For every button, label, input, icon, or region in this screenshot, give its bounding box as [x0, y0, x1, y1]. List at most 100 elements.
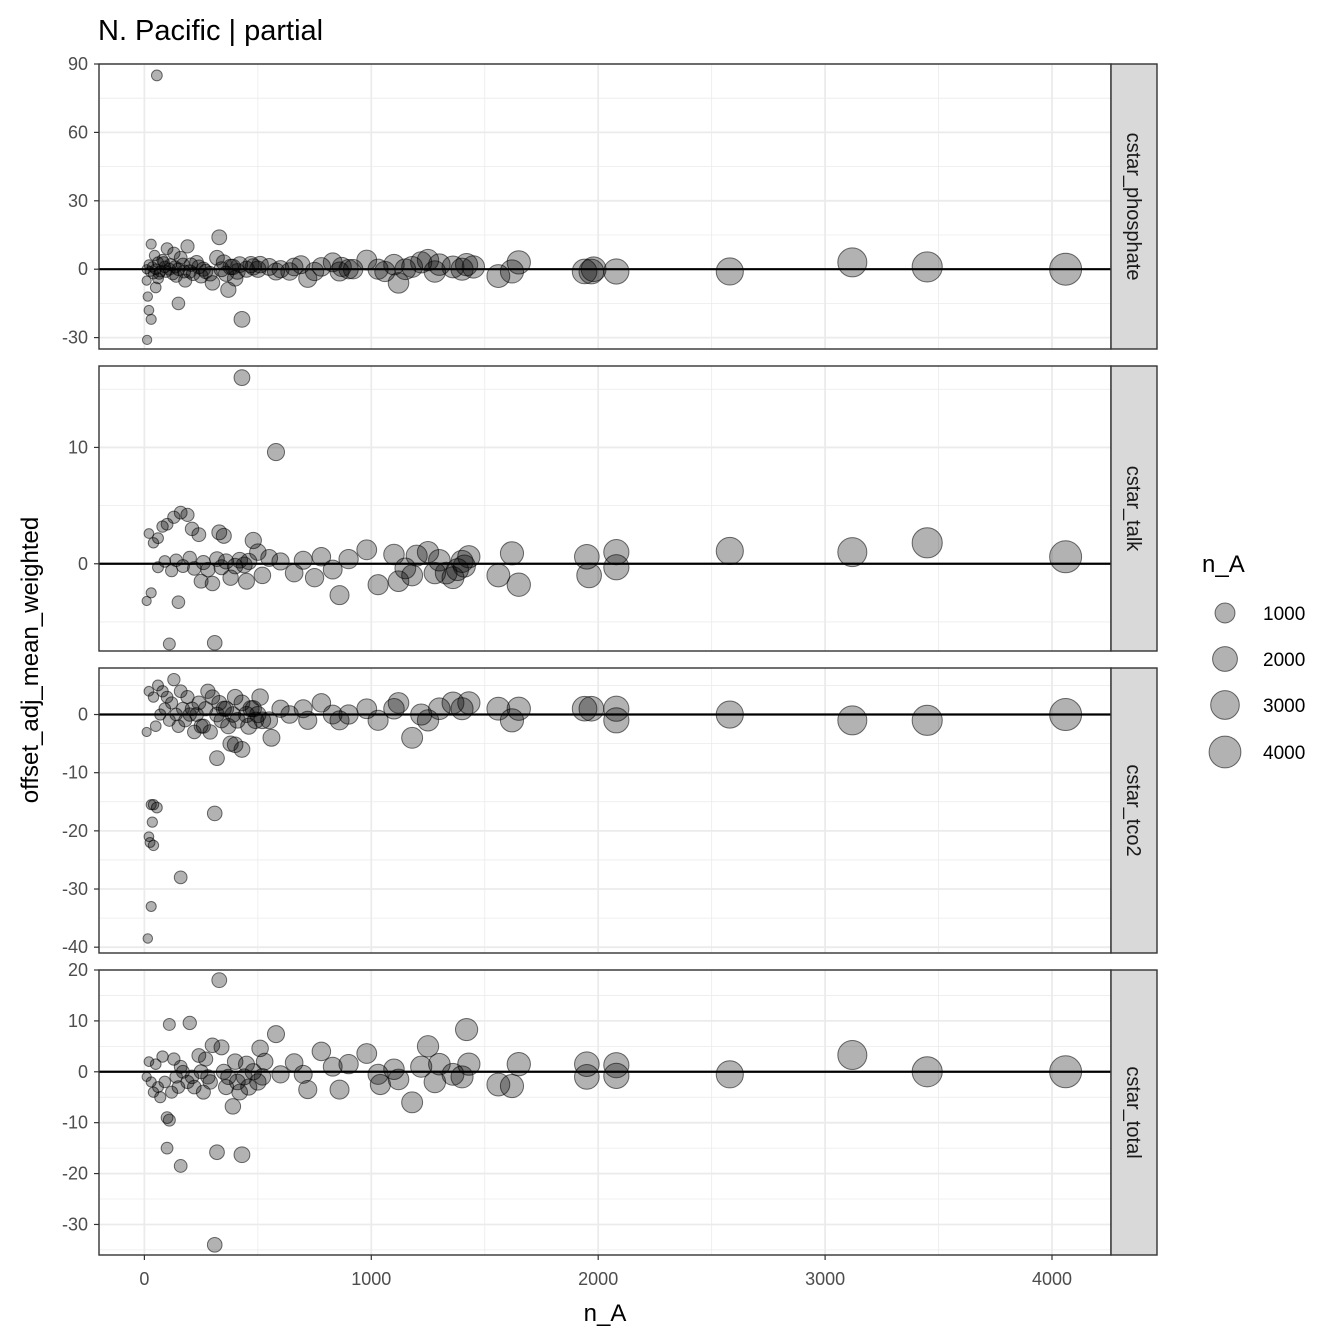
- data-point: [182, 1015, 197, 1031]
- data-point: [298, 710, 318, 730]
- data-point: [304, 261, 325, 282]
- data-point: [152, 272, 164, 285]
- panel-background: [99, 970, 1111, 1255]
- data-point: [715, 1060, 744, 1089]
- data-point: [603, 258, 630, 285]
- points-cstar_tco2: [141, 672, 1083, 944]
- data-point: [322, 559, 343, 580]
- data-point: [506, 572, 531, 597]
- y-tick-label: 0: [78, 259, 88, 279]
- data-point: [235, 1068, 253, 1086]
- data-point: [715, 536, 744, 566]
- data-point: [461, 255, 486, 279]
- y-tick-label: 0: [78, 705, 88, 725]
- data-point: [167, 672, 181, 687]
- y-tick-label: 90: [68, 54, 88, 74]
- data-point: [143, 528, 155, 539]
- data-point: [162, 1017, 176, 1031]
- size-legend: n_A 1000 2000 3000 4000: [1202, 551, 1305, 769]
- data-point: [401, 564, 424, 587]
- data-point: [338, 1054, 359, 1075]
- data-point: [401, 726, 424, 749]
- x-tick-label: 4000: [1032, 1269, 1072, 1289]
- data-point: [338, 548, 359, 570]
- data-point: [293, 699, 313, 719]
- data-point: [499, 1073, 525, 1099]
- data-point: [198, 263, 214, 280]
- data-point: [387, 692, 410, 714]
- x-axis: 0 1000 2000 3000 4000: [139, 1255, 1072, 1289]
- data-point: [141, 595, 152, 607]
- data-point: [240, 1078, 258, 1096]
- data-point: [911, 704, 943, 736]
- data-point: [173, 870, 188, 885]
- data-point: [213, 1039, 230, 1056]
- data-point: [311, 547, 332, 567]
- data-point: [165, 696, 179, 710]
- data-point: [506, 696, 531, 721]
- data-point: [249, 543, 267, 561]
- facet-panels: -30 0 30 60 90 cstar_phosphate 0 10 cstar_talk -4…: [62, 54, 1158, 1256]
- data-point: [200, 561, 216, 578]
- data-point: [383, 1058, 405, 1080]
- facet-strip-label: cstar_tco2: [1122, 764, 1144, 856]
- facet-panel-cstar_tco2: -40 -30 -20 -10 0 cstar_tco2: [62, 667, 1158, 957]
- y-tick-label: -40: [62, 937, 88, 957]
- data-point: [242, 700, 260, 718]
- data-point: [158, 1075, 172, 1089]
- data-point: [226, 688, 244, 706]
- data-point: [187, 724, 202, 740]
- data-point: [193, 573, 209, 589]
- data-point: [271, 699, 290, 718]
- data-point: [576, 562, 602, 589]
- y-tick-label: 10: [68, 437, 88, 457]
- data-point: [149, 720, 162, 732]
- data-point: [150, 801, 163, 814]
- legend-label: 2000: [1263, 650, 1305, 671]
- data-point: [141, 334, 153, 346]
- data-point: [143, 685, 155, 697]
- data-point: [486, 563, 511, 588]
- data-point: [160, 1141, 174, 1155]
- data-point: [146, 816, 158, 828]
- data-point: [266, 443, 286, 462]
- data-point: [329, 585, 350, 606]
- data-point: [145, 238, 157, 250]
- facet-strip-label: cstar_talk: [1122, 466, 1144, 553]
- legend-label: 4000: [1263, 743, 1305, 764]
- data-point: [142, 291, 154, 302]
- data-point: [244, 258, 262, 276]
- data-point: [457, 1052, 481, 1076]
- data-point: [152, 532, 164, 545]
- data-point: [215, 700, 232, 717]
- data-point: [387, 570, 410, 593]
- data-point: [603, 695, 630, 722]
- data-point: [233, 741, 251, 758]
- data-point: [715, 257, 744, 286]
- data-point: [837, 705, 868, 736]
- y-tick-label: 0: [78, 554, 88, 574]
- data-point: [162, 637, 176, 651]
- data-point: [416, 248, 440, 272]
- data-point: [150, 69, 163, 82]
- data-point: [578, 695, 605, 722]
- data-point: [416, 1035, 440, 1058]
- data-point: [499, 541, 525, 566]
- y-tick-label: -10: [62, 763, 88, 783]
- data-point: [293, 1064, 313, 1084]
- data-point: [231, 1083, 249, 1101]
- y-tick-label: 60: [68, 122, 88, 142]
- data-point: [229, 263, 246, 280]
- data-point: [457, 691, 481, 715]
- data-point: [837, 247, 868, 278]
- data-point: [143, 304, 155, 316]
- data-point: [571, 258, 598, 285]
- data-point: [293, 550, 313, 570]
- data-point: [255, 1052, 274, 1071]
- data-point: [145, 313, 157, 325]
- y-axis-title: offset_adj_mean_weighted: [17, 517, 44, 803]
- data-point: [167, 510, 181, 524]
- data-point: [162, 1113, 176, 1127]
- data-point: [149, 281, 162, 294]
